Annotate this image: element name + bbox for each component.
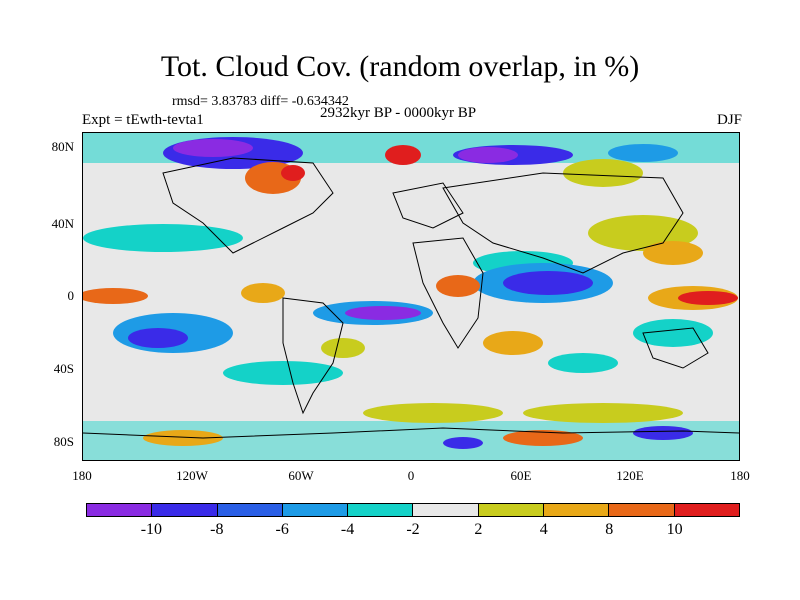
x-tick-label: 120E — [616, 468, 644, 483]
y-tick-label: 80S — [53, 434, 74, 449]
x-tick-label: 60W — [288, 468, 314, 483]
anomaly-blob — [436, 275, 480, 297]
colorbar-tick-label: -8 — [210, 521, 224, 538]
anomaly-blob — [458, 147, 518, 163]
anomaly-blob — [345, 306, 421, 320]
colorbar-tick-label: 4 — [539, 521, 548, 538]
stats-line: rmsd= 3.83783 diff= -0.634342 — [172, 94, 349, 109]
colorbar-tick-label: -2 — [406, 521, 420, 538]
x-tick-label: 120W — [176, 468, 208, 483]
colorbar-swatch — [609, 504, 675, 516]
anomaly-blob — [608, 144, 678, 162]
anomaly-blob — [363, 403, 503, 423]
map-panel — [82, 132, 740, 461]
anomaly-blob — [503, 271, 593, 295]
colorbar-tick-label: -10 — [140, 521, 163, 538]
y-tick-label: 40S — [53, 361, 74, 376]
colorbar-swatch — [282, 504, 349, 516]
anomaly-blob — [321, 338, 365, 358]
map-title: Tot. Cloud Cov. (random overlap, in %) — [160, 50, 640, 83]
anomaly-blob — [503, 430, 583, 446]
colorbar-tick-label: 8 — [605, 521, 614, 538]
colorbar — [86, 503, 740, 517]
anomaly-blob — [173, 139, 253, 157]
anomaly-blob — [523, 403, 683, 423]
season-label: DJF — [716, 112, 742, 128]
colorbar-tick-label: -4 — [340, 521, 355, 538]
anomaly-blob — [633, 426, 693, 440]
anomaly-blob — [633, 319, 713, 347]
anomaly-blob — [281, 165, 305, 181]
colorbar-swatch — [87, 504, 153, 516]
anomaly-blob — [483, 331, 543, 355]
anomaly-blob — [143, 430, 223, 446]
anomaly-blob — [241, 283, 285, 303]
colorbar-tick-label: 10 — [666, 521, 683, 538]
x-tick-label: 180 — [730, 468, 750, 483]
colorbar-tick-label: -6 — [275, 521, 289, 538]
experiment-label: Expt = tEwth-tevta1 — [82, 112, 204, 128]
coastlines — [83, 157, 739, 439]
anomaly-blob — [385, 145, 421, 165]
cloud-cover-map — [83, 133, 739, 460]
x-tick-label: 180 — [72, 468, 92, 483]
anomaly-blob — [223, 361, 343, 385]
colorbar-tick-label: 2 — [474, 521, 483, 538]
anomaly-blob — [128, 328, 188, 348]
colorbar-swatch — [674, 504, 739, 516]
anomaly-blob — [643, 241, 703, 265]
period-label: 2932kyr BP - 0000kyr BP — [320, 105, 477, 121]
colorbar-swatch — [152, 504, 218, 516]
colorbar-swatch — [413, 504, 479, 516]
y-tick-label: 80N — [51, 139, 74, 154]
colorbar-swatch — [348, 504, 414, 516]
anomaly-blob — [83, 224, 243, 252]
anomaly-blob — [548, 353, 618, 373]
anomaly-blob — [83, 288, 148, 304]
anomaly-blob — [563, 159, 643, 187]
y-tick-label: 0 — [67, 288, 75, 303]
y-tick-label: 40N — [51, 216, 74, 231]
x-tick-label: 60E — [510, 468, 532, 483]
anomaly-blob — [443, 437, 483, 449]
colorbar-swatch — [217, 504, 283, 516]
x-tick-label: 0 — [407, 468, 415, 483]
colorbar-swatch — [478, 504, 545, 516]
anomaly-blob — [678, 291, 738, 305]
colorbar-swatch — [544, 504, 610, 516]
